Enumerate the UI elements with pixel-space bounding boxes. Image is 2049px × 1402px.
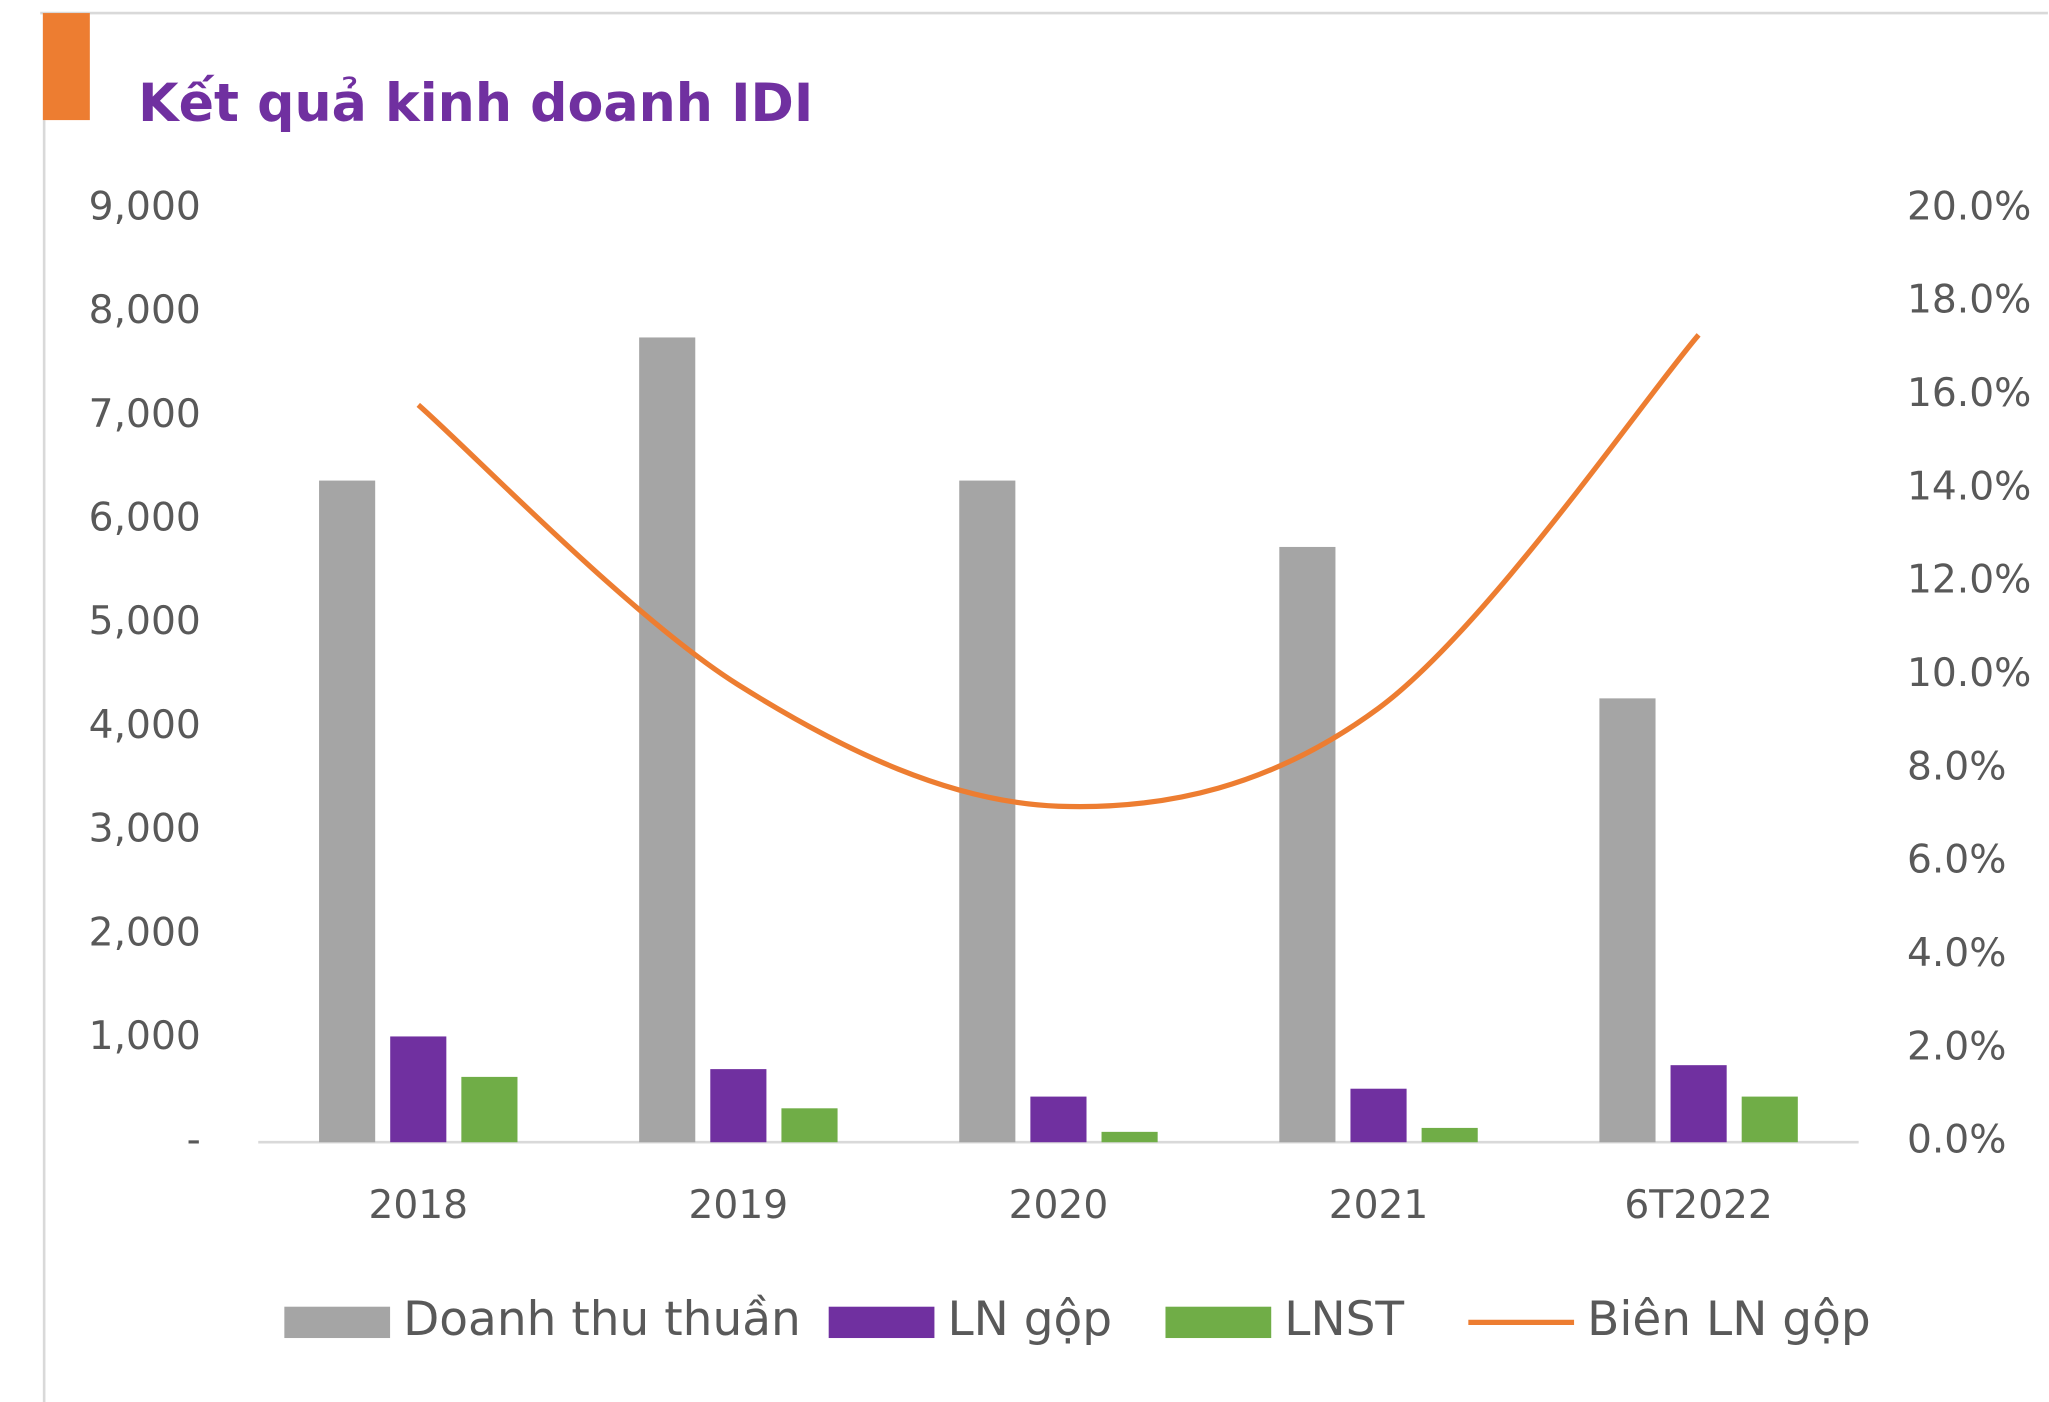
- line: [416, 333, 1701, 810]
- y2-tick-label: 0.0%: [1907, 1118, 2006, 1163]
- x-tick-label: 2021: [1329, 1183, 1429, 1228]
- y2-tick-label: 12.0%: [1907, 558, 2031, 603]
- legend-label: Biên LN gộp: [1587, 1292, 1871, 1347]
- y2-tick-label: 14.0%: [1907, 464, 2031, 509]
- y-tick-label: 6,000: [89, 495, 201, 540]
- legend-label: Doanh thu thuần: [403, 1292, 801, 1347]
- y-tick-label: 1,000: [89, 1014, 201, 1059]
- bar: [461, 1076, 518, 1143]
- bar: [1101, 1131, 1158, 1143]
- y-tick-label: -: [187, 1118, 201, 1163]
- y2-tick-label: 6.0%: [1907, 838, 2006, 883]
- bar: [1350, 1088, 1407, 1143]
- x-tick-label: 2019: [689, 1183, 789, 1228]
- legend-swatch: [828, 1306, 935, 1339]
- y2-tick-label: 10.0%: [1907, 651, 2031, 696]
- bar: [1421, 1127, 1478, 1143]
- legend-swatch: [1165, 1306, 1272, 1339]
- y-tick-label: 2,000: [89, 910, 201, 955]
- y-tick-label: 3,000: [89, 807, 201, 852]
- bar: [959, 480, 1016, 1143]
- y2-tick-label: 4.0%: [1907, 931, 2006, 976]
- y-tick-label: 9,000: [89, 184, 201, 229]
- x-tick-label: 2020: [1009, 1183, 1109, 1228]
- bar: [1030, 1096, 1087, 1143]
- x-tick-label: 6T2022: [1624, 1183, 1772, 1228]
- y-tick-label: 4,000: [89, 703, 201, 748]
- title-accent: [42, 13, 90, 121]
- y-tick-label: 8,000: [89, 288, 201, 333]
- y2-tick-label: 8.0%: [1907, 744, 2006, 789]
- y2-tick-label: 20.0%: [1907, 184, 2031, 229]
- bar: [710, 1069, 767, 1143]
- bar: [639, 337, 696, 1143]
- bar: [390, 1036, 447, 1143]
- bar: [1599, 698, 1656, 1143]
- y2-tick-label: 18.0%: [1907, 278, 2031, 323]
- chart-title: Kết quả kinh doanh IDI: [138, 74, 813, 134]
- bar: [781, 1108, 838, 1143]
- y-tick-label: 5,000: [89, 599, 201, 644]
- x-tick-label: 2018: [368, 1183, 468, 1228]
- legend-label: LN gộp: [947, 1292, 1112, 1347]
- bar: [1279, 546, 1336, 1143]
- y2-tick-label: 2.0%: [1907, 1024, 2006, 1069]
- y-tick-label: 7,000: [89, 392, 201, 437]
- bar: [319, 480, 376, 1143]
- legend-swatch: [284, 1306, 391, 1339]
- y2-tick-label: 16.0%: [1907, 371, 2031, 416]
- legend-label: LNST: [1284, 1292, 1404, 1347]
- bar: [1741, 1096, 1798, 1143]
- bar: [1670, 1065, 1727, 1143]
